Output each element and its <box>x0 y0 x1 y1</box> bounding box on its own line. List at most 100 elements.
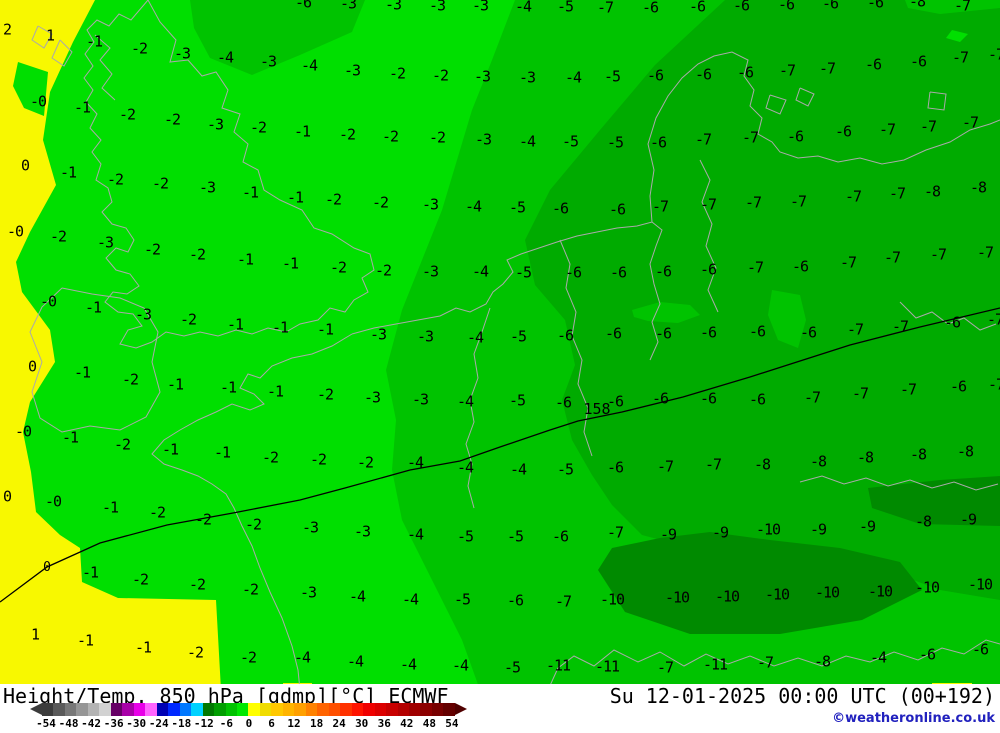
temp-value-label: -6 <box>641 0 659 17</box>
legend-cell <box>420 703 432 716</box>
temp-value-label: -7 <box>746 258 764 277</box>
temp-value-label: -3 <box>416 327 434 346</box>
legend-tick-label: -42 <box>81 717 102 730</box>
temp-value-label: -6 <box>606 392 624 411</box>
temp-value-label: -0 <box>44 492 62 511</box>
temp-value-label: -2 <box>121 370 139 389</box>
temp-value-label: -1 <box>271 318 289 337</box>
temp-value-label: -7 <box>883 248 901 267</box>
temp-value-label: -10 <box>599 590 625 609</box>
legend-cell <box>236 703 249 716</box>
temp-value-label: -4 <box>293 648 311 667</box>
temp-value-label: -7 <box>986 310 1000 329</box>
temp-value-label: -2 <box>329 258 347 277</box>
map-canvas: 158 0 -6 -3 -3 -3 -3 -4 -5 -7 -6 -6 -6 -6 -6 -6 -8 -7 2 1-… <box>0 0 1000 684</box>
temp-value-label: -4 <box>509 460 527 479</box>
temp-value-label: -3 <box>421 262 439 281</box>
temp-value-label: -1 <box>219 378 237 397</box>
temp-value-label: -1 <box>76 631 94 650</box>
temp-value-label: -4 <box>401 590 419 609</box>
temp-value-label: -5 <box>456 527 474 546</box>
temp-value-label: -7 <box>694 130 712 149</box>
temp-value-label: -9 <box>711 523 729 542</box>
map-datetime: Su 12-01-2025 00:00 UTC (00+192) <box>609 684 995 708</box>
temp-value-label: -5 <box>556 0 574 16</box>
temp-value-label: -7 <box>953 0 971 15</box>
legend-cells <box>42 703 455 716</box>
temp-value-label: -6 <box>866 0 884 12</box>
temp-sliver-yellow-bottom-b <box>932 683 972 684</box>
temp-value-label: -2 <box>179 310 197 329</box>
temp-value-label: -2 <box>131 570 149 589</box>
temp-value-label: -7 <box>844 187 862 206</box>
legend-cell <box>409 703 421 716</box>
legend-cell <box>340 703 352 716</box>
legend-ticks: -54 -48 -42 -36 -30 -24 -18 -12 -6 0 6 12 18 24 30 36 42… <box>0 717 1000 731</box>
temp-value-label: -8 <box>753 455 771 474</box>
temp-value-label: -8 <box>856 448 874 467</box>
legend-cell <box>179 703 192 716</box>
temp-value-label: -2 <box>151 174 169 193</box>
temp-value-label: -3 <box>134 305 152 324</box>
legend-cell <box>431 703 444 716</box>
temp-value-label: -7 <box>756 653 774 672</box>
temp-patch-g1-highlands <box>13 62 48 116</box>
temp-value-label: -0 <box>29 92 47 111</box>
border-2 <box>465 307 491 509</box>
temp-value-label: -1 <box>59 163 77 182</box>
temp-value-label: -7 <box>741 128 759 147</box>
temp-value-label: -7 <box>839 253 857 272</box>
legend-arrow-right-icon <box>455 703 467 715</box>
legend-cell <box>305 703 318 716</box>
temp-value-label: -3 <box>384 0 402 14</box>
coastline-10 <box>927 91 947 111</box>
temp-value-label: -3 <box>259 52 277 71</box>
legend-cell <box>328 703 341 716</box>
temp-value-label: -1 <box>73 363 91 382</box>
temp-value-label: 1 <box>30 625 40 644</box>
temp-value-label: -1 <box>213 443 231 462</box>
legend-tick-label: -36 <box>103 717 124 730</box>
legend-tick-label: -54 <box>36 717 56 730</box>
temp-value-label: -3 <box>474 130 492 149</box>
copyright-link[interactable]: ©weatheronline.co.uk <box>832 711 995 726</box>
temp-value-label: -1 <box>166 375 184 394</box>
temp-value-label: -7 <box>803 388 821 407</box>
temp-value-label: -7 <box>818 59 836 78</box>
temp-value-label: -5 <box>508 198 526 217</box>
temp-value-label: -7 <box>596 0 614 17</box>
temp-value-label: -10 <box>967 575 993 594</box>
coastline-2 <box>31 25 53 49</box>
temp-value-label: -11 <box>545 656 571 675</box>
legend-tick-label: 24 <box>332 717 346 730</box>
temp-value-label: -3 <box>301 518 319 537</box>
temp-value-label: -8 <box>956 442 974 461</box>
temp-value-label: -10 <box>914 578 940 597</box>
temp-value-label: -4 <box>346 652 364 671</box>
temp-value-label: -2 <box>316 385 334 404</box>
temp-value-label: -7 <box>891 317 909 336</box>
temp-value-label: -5 <box>509 327 527 346</box>
temp-value-label: -7 <box>656 457 674 476</box>
temp-value-label: -6 <box>506 591 524 610</box>
temp-value-label: -7 <box>704 455 722 474</box>
legend-cell <box>53 703 65 716</box>
temp-value-label: -10 <box>664 588 690 607</box>
legend-cell <box>214 703 226 716</box>
temp-blob-g2-scotland <box>190 0 365 75</box>
temp-value-label: -2 <box>338 125 356 144</box>
temp-value-label: -6 <box>821 0 839 13</box>
temp-value-label: -8 <box>809 452 827 471</box>
temp-value-label: -6 <box>777 0 795 14</box>
legend-cell <box>42 703 54 716</box>
temp-value-label: -6 <box>604 324 622 343</box>
temp-value-label: -6 <box>609 263 627 282</box>
temp-value-label: -2 <box>249 118 267 137</box>
temp-value-label: -7 <box>699 195 717 214</box>
temp-value-label: -4 <box>456 458 474 477</box>
temp-value-label: -7 <box>744 193 762 212</box>
legend-cell <box>386 703 398 716</box>
temp-value-label: -1 <box>101 498 119 517</box>
temp-value-label: -6 <box>551 199 569 218</box>
legend-tick-label: -30 <box>126 717 147 730</box>
